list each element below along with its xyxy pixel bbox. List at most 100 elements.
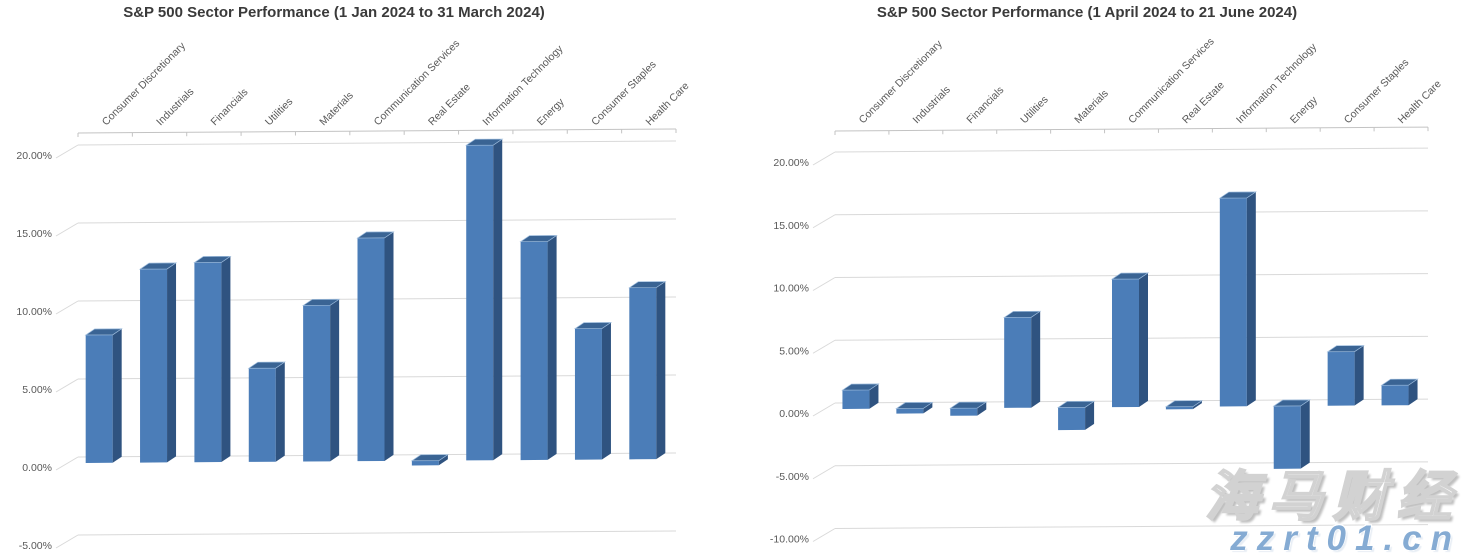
y-tick-label: 5.00% — [22, 384, 52, 396]
category-label-energy: Energy — [1288, 94, 1321, 127]
category-label-health-care: Health Care — [1396, 78, 1444, 126]
category-label-industrials: Industrials — [154, 86, 196, 128]
gridline-elbow — [812, 402, 836, 417]
bar-real-estate — [410, 454, 450, 466]
bar-financials-front — [950, 408, 978, 416]
bar-industrials-front — [140, 268, 168, 463]
gridline-elbow — [55, 222, 79, 237]
bar-financials — [949, 401, 988, 416]
chart-q1-plot: 20.00%15.00%10.00%5.00%0.00%-5.00%Consum… — [16, 38, 691, 552]
category-label-utilities: Utilities — [263, 96, 295, 128]
gridline-20.00% — [835, 147, 1428, 153]
bar-real-estate-side — [438, 454, 448, 466]
bar-real-estate-front — [1165, 406, 1193, 410]
y-tick-label: 0.00% — [779, 408, 809, 420]
bar-financials — [193, 255, 232, 463]
category-label-industrials: Industrials — [910, 84, 952, 126]
gridline-elbow — [812, 465, 836, 480]
bar-information-technology — [465, 138, 504, 461]
bar-real-estate-side — [1192, 400, 1202, 410]
bar-energy — [519, 235, 558, 461]
bar-financials-top — [949, 401, 988, 409]
category-label-real-estate: Real Estate — [1180, 79, 1227, 126]
bar-energy-front — [1273, 405, 1301, 469]
bar-consumer-discretionary-top — [841, 383, 880, 391]
bar-materials-front — [1058, 407, 1086, 431]
bar-materials-top — [1056, 400, 1096, 408]
gridline-elbow — [812, 528, 836, 542]
y-tick-label: 20.00% — [16, 150, 52, 162]
y-tick-label: -5.00% — [776, 471, 809, 483]
category-label-financials: Financials — [964, 84, 1006, 126]
plot-area — [834, 126, 1429, 529]
bar-financials-side — [221, 256, 231, 463]
bar-financials-side — [977, 401, 987, 416]
gridline--10.00% — [835, 524, 1428, 529]
bar-communication-services-side — [384, 231, 394, 461]
bar-materials — [301, 298, 341, 462]
bar-information-technology-side — [1246, 191, 1256, 407]
gridline-elbow — [812, 339, 836, 354]
bar-utilities — [1003, 310, 1042, 408]
bar-industrials-top — [138, 262, 178, 270]
bar-utilities-top — [247, 361, 286, 369]
bar-energy — [1272, 399, 1311, 469]
y-tick-label: 15.00% — [773, 220, 809, 232]
bar-industrials-side — [167, 262, 177, 463]
bar-real-estate-top — [410, 454, 450, 462]
gridline-elbow — [55, 300, 79, 315]
plot-area — [77, 128, 677, 536]
bar-information-technology — [1218, 191, 1257, 407]
bar-health-care-top — [1380, 378, 1419, 386]
bar-communication-services — [1110, 272, 1150, 408]
bar-energy-side — [1300, 399, 1310, 469]
y-tick-label: 10.00% — [16, 306, 52, 318]
chart-q1-title: S&P 500 Sector Performance (1 Jan 2024 t… — [123, 4, 545, 21]
gridline--5.00% — [835, 461, 1428, 467]
gridline--5.00% — [78, 530, 676, 536]
bar-utilities — [247, 361, 286, 462]
category-axis-line — [78, 128, 676, 134]
bar-industrials — [895, 401, 934, 414]
bar-consumer-staples-top — [1326, 345, 1365, 353]
bar-financials-front — [194, 262, 222, 463]
bar-materials-side — [1085, 401, 1095, 430]
category-label-materials: Materials — [317, 90, 356, 129]
bar-consumer-staples-side — [601, 322, 611, 460]
bar-consumer-staples-front — [1327, 351, 1355, 406]
bar-utilities-front — [248, 368, 276, 462]
chart-q2-2024: S&P 500 Sector Performance (1 April 2024… — [733, 0, 1466, 557]
bar-information-technology-top — [1218, 191, 1257, 199]
bar-energy-side — [547, 235, 557, 460]
gridline-20.00% — [78, 140, 676, 146]
category-axis-line — [835, 126, 1428, 132]
bar-communication-services-front — [1112, 278, 1139, 408]
y-tick-label: 15.00% — [16, 228, 52, 240]
bar-consumer-discretionary — [84, 328, 123, 463]
bar-health-care-top — [628, 281, 667, 289]
gridline-elbow — [812, 277, 836, 291]
bar-health-care-side — [656, 281, 666, 460]
bar-industrials-front — [896, 408, 924, 414]
y-tick-label: 10.00% — [773, 283, 809, 295]
category-label-utilities: Utilities — [1018, 94, 1050, 126]
bar-consumer-staples — [1326, 345, 1365, 406]
y-tick-label: -10.00% — [770, 534, 809, 546]
bar-industrials-top — [895, 401, 934, 409]
bar-utilities-front — [1004, 317, 1032, 408]
bar-utilities-side — [1031, 311, 1041, 408]
bar-consumer-discretionary-top — [84, 328, 123, 336]
bar-health-care — [1380, 378, 1419, 406]
chart-q2-plot: 20.00% 15.00% 10.00% 5.00% 0.00% -5.00% -10.00… — [770, 36, 1444, 546]
chart-q2-title: S&P 500 Sector Performance (1 April 2024… — [876, 4, 1298, 21]
gridline-elbow — [55, 534, 79, 549]
bar-communication-services — [356, 231, 395, 462]
category-label-communication-services: Communication Services — [1126, 36, 1217, 127]
bar-consumer-staples-front — [574, 328, 602, 460]
bar-consumer-discretionary-side — [869, 383, 879, 409]
watermark-url: zzrt01.cn — [1230, 519, 1461, 557]
bar-information-technology-top — [465, 138, 504, 146]
watermark-brand: 海马财经 — [1204, 466, 1461, 528]
bar-real-estate-front — [411, 460, 439, 466]
bar-consumer-staples-top — [573, 322, 613, 330]
